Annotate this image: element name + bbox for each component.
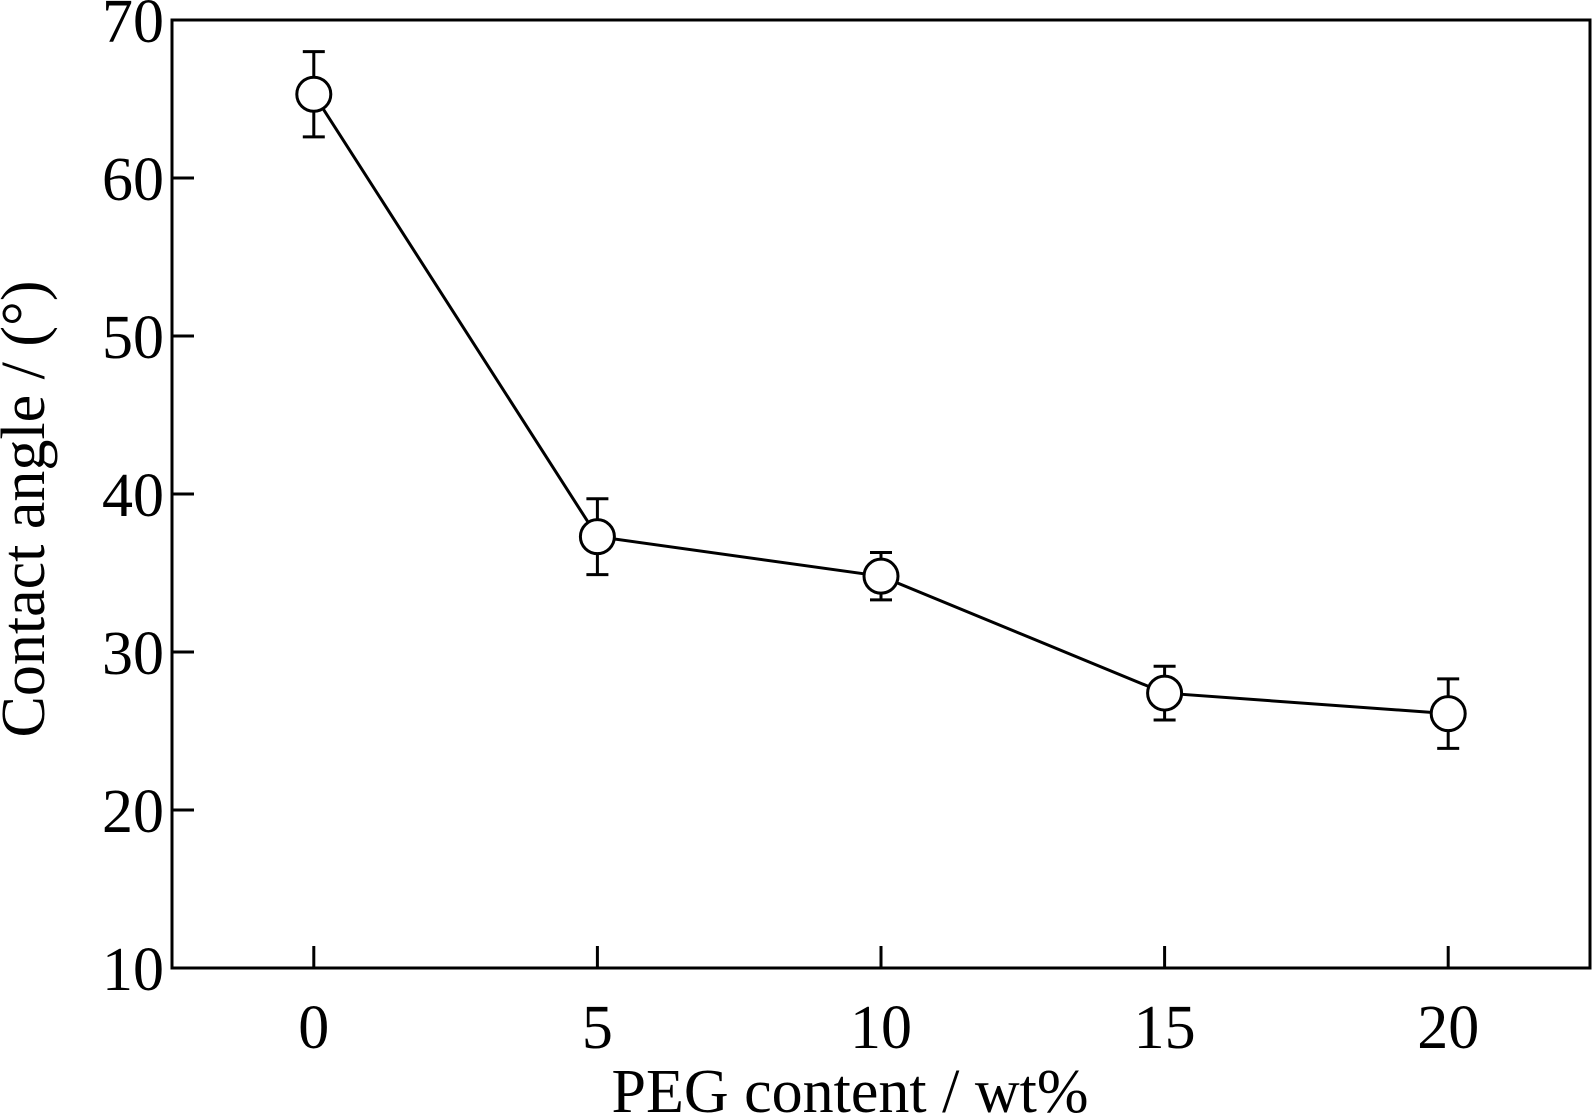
series-layer xyxy=(295,50,1467,750)
x-axis-ticks: 0 5 10 15 20 xyxy=(298,946,1479,1062)
y-tick-label: 60 xyxy=(102,146,164,214)
series-line xyxy=(312,93,1449,716)
x-tick-label: 0 xyxy=(298,994,329,1062)
x-tick-label: 10 xyxy=(850,994,912,1062)
data-point xyxy=(295,75,333,113)
y-axis-ticks: 10 20 30 40 50 60 70 xyxy=(102,0,194,1004)
y-tick-label: 20 xyxy=(102,778,164,846)
y-axis-title: Contact angle / (°) xyxy=(0,281,58,738)
data-point xyxy=(1146,674,1184,712)
y-tick-label: 40 xyxy=(102,462,164,530)
y-tick-label: 10 xyxy=(102,936,164,1004)
x-tick-label: 20 xyxy=(1417,994,1479,1062)
x-tick-label: 5 xyxy=(582,994,613,1062)
x-axis-title: PEG content / wt% xyxy=(612,1058,1089,1114)
plot-frame xyxy=(170,18,1592,970)
y-tick-label: 70 xyxy=(102,0,164,56)
data-point xyxy=(1429,695,1467,733)
data-point xyxy=(862,557,900,595)
y-tick-label: 50 xyxy=(102,304,164,372)
data-point xyxy=(578,518,616,556)
x-tick-label: 15 xyxy=(1134,994,1196,1062)
y-tick-label: 30 xyxy=(102,620,164,688)
